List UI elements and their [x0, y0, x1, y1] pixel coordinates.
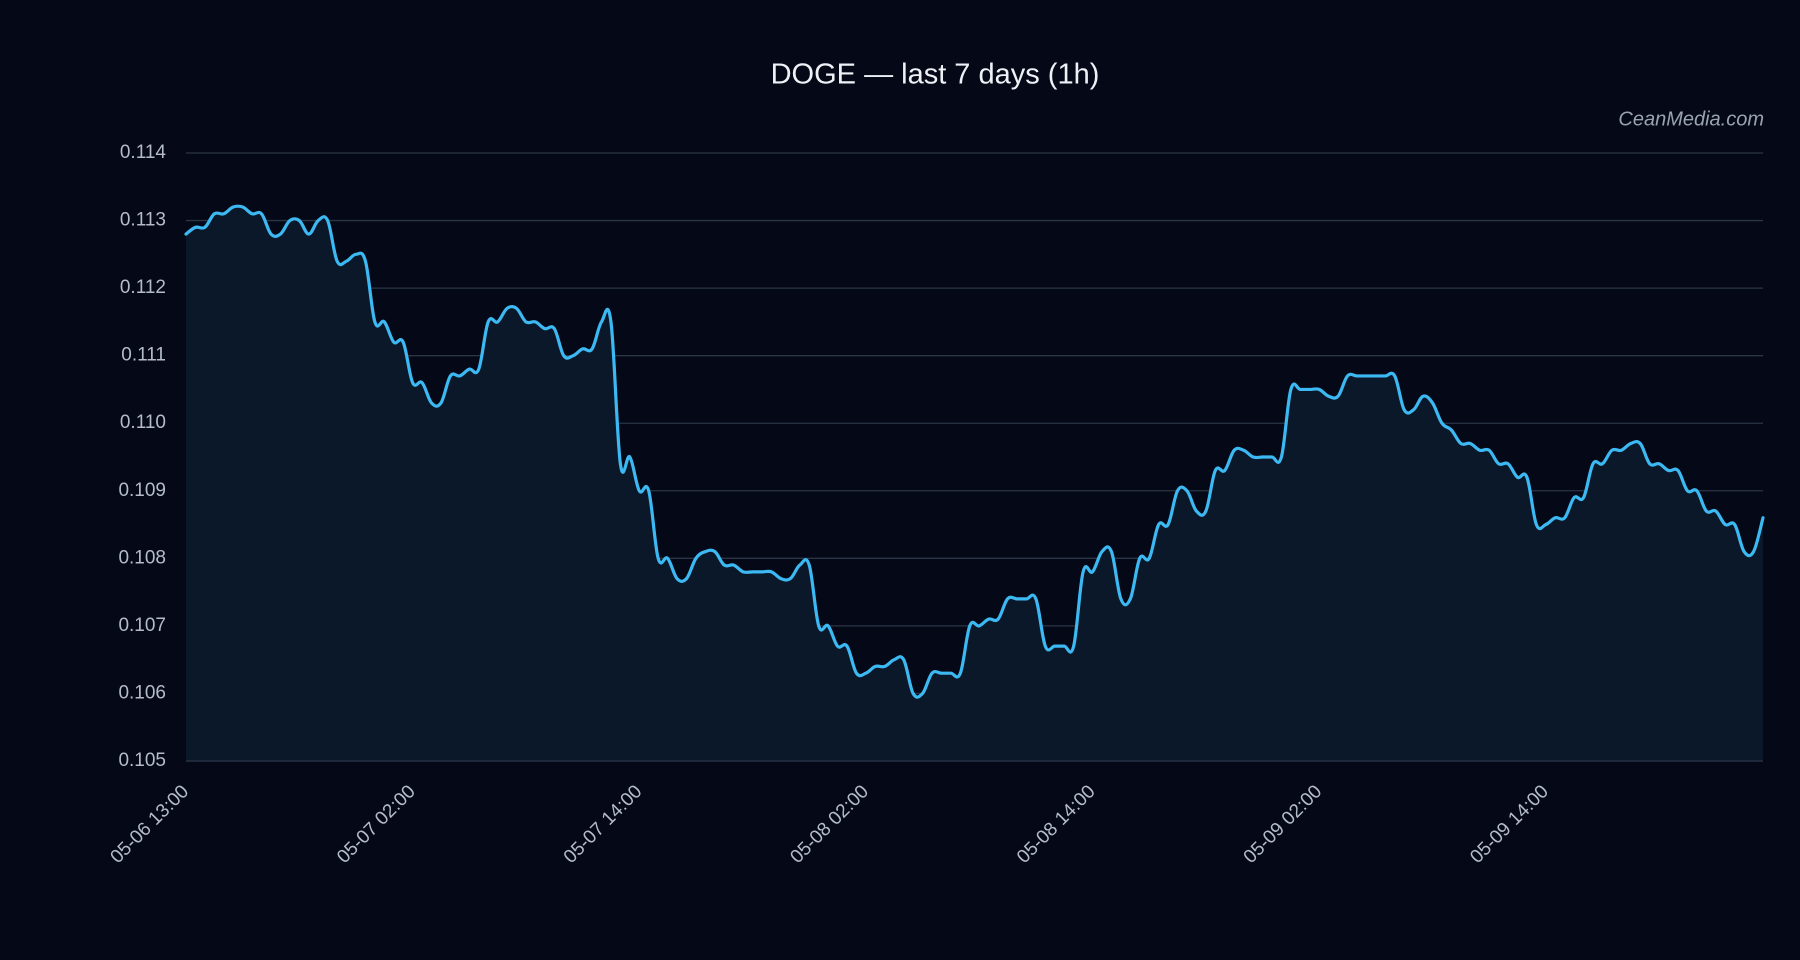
chart-title: DOGE — last 7 days (1h): [771, 59, 1100, 91]
y-tick-label: 0.112: [120, 277, 166, 298]
y-tick-label: 0.110: [120, 412, 166, 433]
y-tick-label: 0.105: [118, 750, 166, 771]
y-tick-label: 0.114: [120, 142, 167, 163]
watermark: CeanMedia.com: [1618, 108, 1764, 130]
y-tick-label: 0.109: [118, 480, 166, 501]
y-tick-label: 0.113: [120, 210, 166, 231]
y-tick-label: 0.106: [118, 682, 166, 703]
area: [186, 206, 1763, 761]
y-tick-label: 0.107: [118, 615, 166, 636]
line: [184, 204, 1765, 699]
y-tick-label: 0.108: [118, 547, 166, 568]
y-tick-label: 0.111: [121, 345, 166, 366]
